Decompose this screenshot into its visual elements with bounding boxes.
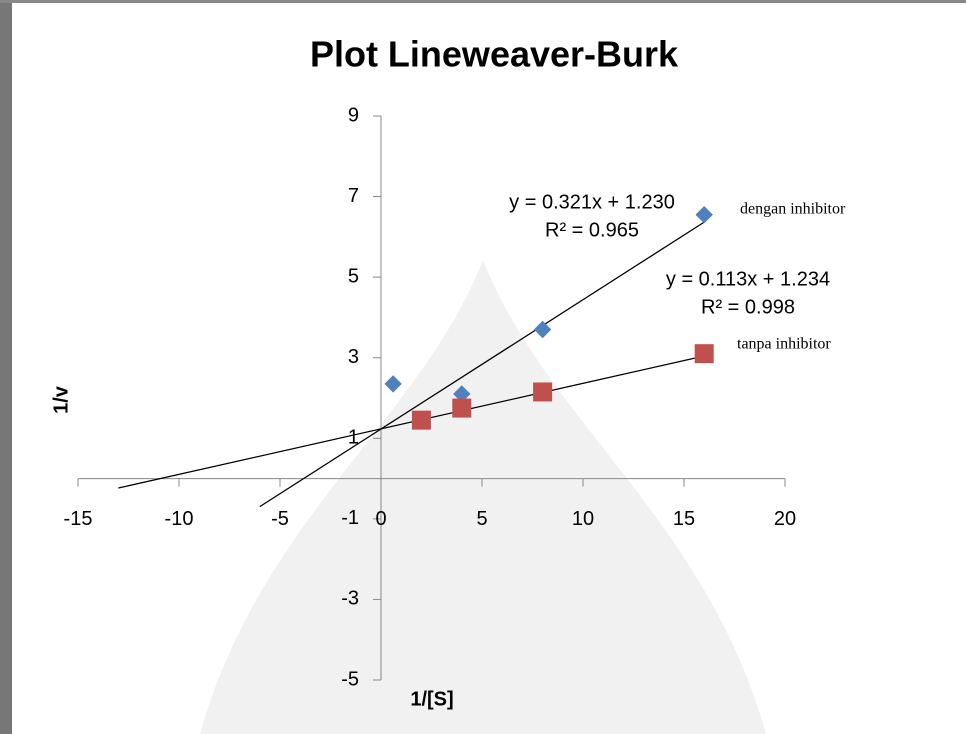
y-tick-label: 7 — [348, 185, 359, 207]
y-tick-label: -5 — [341, 668, 359, 690]
y-tick-label: 9 — [348, 104, 359, 126]
x-tick-label: 5 — [476, 508, 487, 530]
y-tick-label: 3 — [348, 346, 359, 368]
y-axis-label: 1/v — [50, 385, 72, 414]
x-axis-label: 1/[S] — [410, 688, 453, 710]
x-tick-label: -10 — [165, 508, 194, 530]
point — [411, 410, 431, 430]
trendline-equation: y = 0.321x + 1.230 — [509, 191, 675, 213]
x-tick-label: 15 — [673, 508, 695, 530]
x-tick-label: 0 — [375, 508, 386, 530]
x-tick-label: -5 — [271, 508, 289, 530]
trendline — [118, 355, 705, 489]
y-tick-label: 5 — [348, 265, 359, 287]
trendline-equation: y = 0.113x + 1.234 — [666, 268, 830, 290]
trendline — [259, 221, 705, 508]
point — [384, 375, 402, 393]
x-tick-label: 20 — [774, 508, 796, 530]
frame-left — [0, 0, 12, 734]
point — [695, 205, 713, 224]
trendline-r2: R² = 0.998 — [701, 296, 795, 318]
point — [452, 398, 472, 418]
x-tick-label: -15 — [64, 508, 93, 530]
frame-top — [0, 0, 966, 3]
y-tick-label: -3 — [341, 588, 359, 610]
chart-title: Plot Lineweaver-Burk — [310, 34, 679, 75]
series-label: dengan inhibitor — [740, 201, 846, 218]
point — [533, 320, 552, 339]
y-tick-label: 1 — [348, 427, 359, 449]
trendline-r2: R² = 0.965 — [545, 219, 639, 241]
y-tick-label: -1 — [341, 507, 359, 529]
point — [694, 344, 714, 364]
point — [533, 382, 553, 402]
series-label: tanpa inhibitor — [737, 336, 831, 353]
x-tick-label: 10 — [572, 508, 594, 530]
watermark — [200, 260, 766, 734]
